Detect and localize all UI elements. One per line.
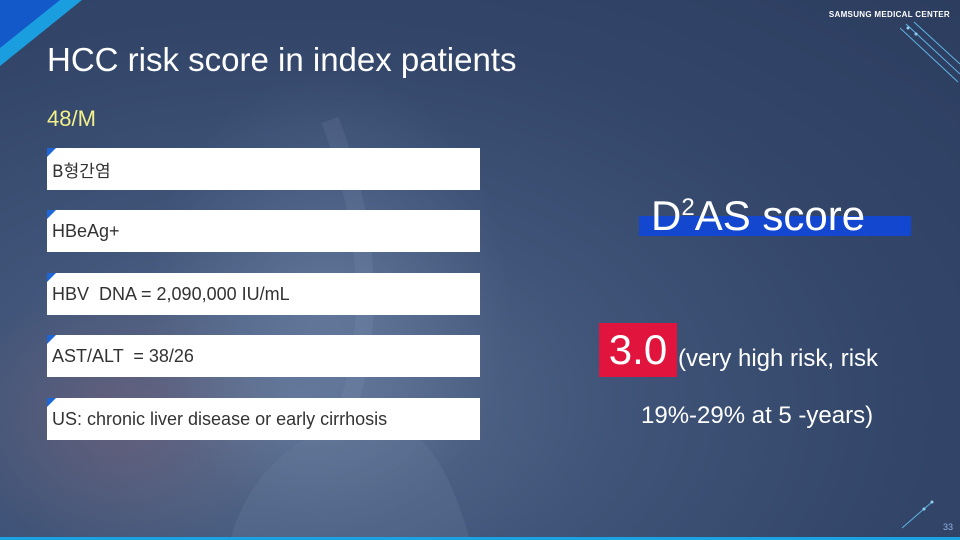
- corner-marker: [47, 210, 56, 219]
- score-heading: D2AS score: [639, 192, 911, 244]
- score-value: 3.0: [599, 323, 677, 377]
- finding-item: HBV DNA = 2,090,000 IU/mL: [47, 273, 480, 315]
- corner-marker: [47, 148, 56, 157]
- score-name-suffix: AS score: [694, 192, 866, 239]
- slide-title: HCC risk score in index patients: [47, 41, 517, 78]
- circuit-dots-graphic: [902, 500, 934, 529]
- corner-marker: [47, 398, 56, 407]
- score-heading-text: D2AS score: [651, 192, 865, 240]
- risk-description-line1: (very high risk, risk: [678, 345, 879, 372]
- risk-description-line2: 19%-29% at 5 -years): [641, 402, 874, 429]
- finding-item: US: chronic liver disease or early cirrh…: [47, 398, 480, 440]
- circuit-lines-graphic: [900, 21, 960, 83]
- finding-text: US: chronic liver disease or early cirrh…: [52, 408, 388, 429]
- corner-marker: [47, 273, 56, 282]
- finding-text: HBV DNA = 2,090,000 IU/mL: [52, 283, 290, 304]
- finding-text: AST/ALT = 38/26: [52, 345, 194, 366]
- bottom-accent-line: [0, 537, 960, 540]
- brand-logo-text: SAMSUNG MEDICAL CENTER: [828, 10, 950, 19]
- finding-item: AST/ALT = 38/26: [47, 335, 480, 377]
- finding-item: B형간염: [47, 148, 480, 190]
- finding-text: B형간염: [52, 161, 111, 182]
- corner-accent-graphic: [0, 0, 82, 66]
- score-name-superscript: 2: [681, 194, 695, 221]
- score-name-prefix: D: [651, 192, 682, 239]
- page-number: 33: [942, 522, 953, 532]
- score-heading-highlight: [639, 216, 911, 236]
- corner-marker: [47, 335, 56, 344]
- finding-item: HBeAg+: [47, 210, 480, 252]
- finding-text: HBeAg+: [52, 220, 120, 241]
- patient-info: 48/M: [47, 106, 96, 131]
